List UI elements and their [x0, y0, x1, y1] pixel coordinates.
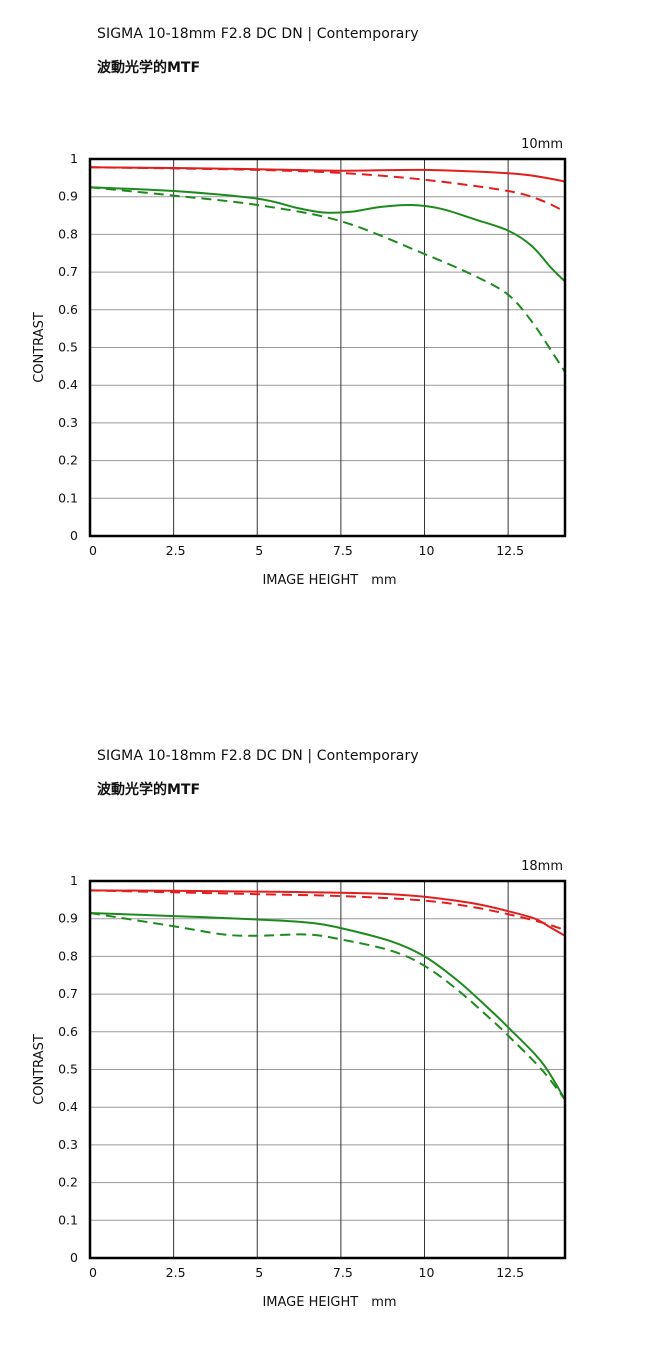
y-tick-label: 0.2 [58, 453, 78, 468]
y-tick-label: 1 [70, 873, 78, 888]
x-tick-label: 0 [89, 543, 97, 558]
y-tick-label: 0 [70, 1250, 78, 1265]
chart-title: SIGMA 10-18mm F2.8 DC DN | Contemporary [97, 26, 419, 42]
mtf-chart-panel-10mm: SIGMA 10-18mm F2.8 DC DN | Contemporary … [0, 0, 650, 640]
series-line-4 [89, 912, 566, 1101]
chart-subtitle: 波動光学的MTF [97, 60, 201, 76]
x-tick-label: 10 [419, 1265, 435, 1280]
series-line-1 [89, 166, 566, 183]
y-tick-label: 0.8 [58, 226, 78, 241]
y-tick-label: 0.2 [58, 1175, 78, 1190]
y-tick-label: 0.1 [58, 1212, 78, 1227]
y-axis-label: CONTRAST [32, 1034, 47, 1105]
focal-length-label: 10mm [521, 137, 563, 152]
series-line-3 [89, 186, 566, 283]
x-tick-label: 2.5 [166, 543, 186, 558]
y-tick-label: 0.6 [58, 302, 78, 317]
plot-frame [88, 157, 567, 538]
series-line-4 [89, 186, 566, 373]
x-tick-label: 5 [255, 1265, 263, 1280]
y-axis-label: CONTRAST [32, 312, 47, 383]
x-tick-label: 7.5 [333, 543, 353, 558]
y-tick-label: 0.4 [58, 377, 78, 392]
y-tick-label: 0.3 [58, 1137, 78, 1152]
y-tick-label: 0 [70, 528, 78, 543]
x-tick-label: 7.5 [333, 1265, 353, 1280]
y-tick-label: 1 [70, 151, 78, 166]
x-axis-label: IMAGE HEIGHT mm [262, 1295, 396, 1310]
chart-title: SIGMA 10-18mm F2.8 DC DN | Contemporary [97, 748, 419, 764]
chart-subtitle: 波動光学的MTF [97, 782, 201, 798]
y-tick-label: 0.3 [58, 415, 78, 430]
x-tick-label: 12.5 [496, 543, 524, 558]
mtf-chart-panel-18mm: SIGMA 10-18mm F2.8 DC DN | Contemporary … [0, 722, 650, 1362]
y-tick-label: 0.8 [58, 948, 78, 963]
focal-length-label: 18mm [521, 859, 563, 874]
y-tick-label: 0.1 [58, 490, 78, 505]
x-tick-label: 12.5 [496, 1265, 524, 1280]
plot-frame [88, 879, 567, 1260]
x-tick-label: 2.5 [166, 1265, 186, 1280]
y-tick-label: 0.5 [58, 340, 78, 355]
x-tick-label: 0 [89, 1265, 97, 1280]
y-tick-label: 0.4 [58, 1099, 78, 1114]
series-line-2 [89, 889, 566, 931]
y-tick-label: 0.9 [58, 189, 78, 204]
x-tick-label: 5 [255, 543, 263, 558]
x-axis-label: IMAGE HEIGHT mm [262, 573, 396, 588]
y-tick-label: 0.7 [58, 986, 78, 1001]
y-tick-label: 0.6 [58, 1024, 78, 1039]
y-tick-label: 0.5 [58, 1062, 78, 1077]
x-tick-label: 10 [419, 543, 435, 558]
series-line-3 [89, 912, 566, 1101]
series-line-1 [89, 889, 566, 937]
y-tick-label: 0.7 [58, 264, 78, 279]
y-tick-label: 0.9 [58, 911, 78, 926]
series-line-2 [89, 166, 566, 213]
